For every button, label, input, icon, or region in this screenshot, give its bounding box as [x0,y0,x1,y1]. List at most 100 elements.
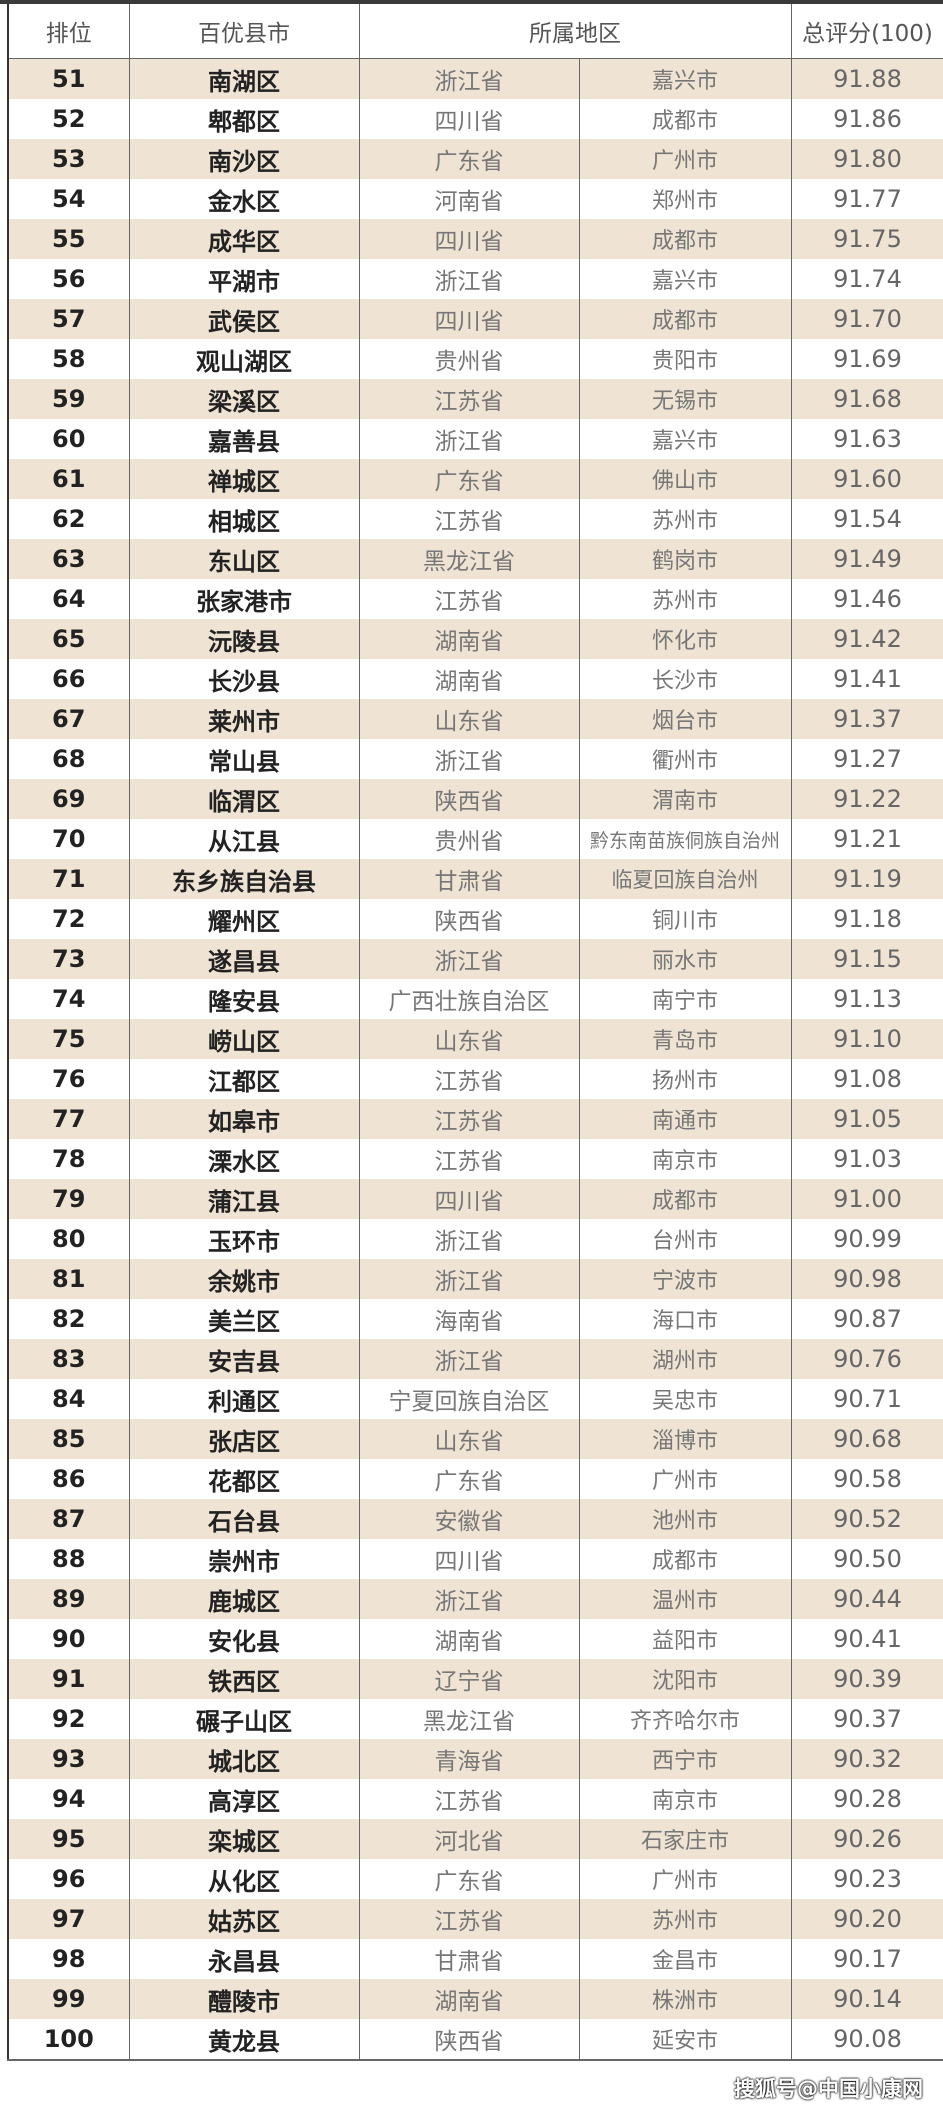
table-row: 99 醴陵市 湖南省 株洲市 90.14 [8,1979,943,2019]
table-row: 95 栾城区 河北省 石家庄市 90.26 [8,1819,943,1859]
table-row: 62 相城区 江苏省 苏州市 91.54 [8,499,943,539]
county-cell: 东乡族自治县 [129,859,360,899]
rank-cell: 72 [8,899,130,939]
rank-cell: 82 [8,1299,130,1339]
rank-cell: 98 [8,1939,130,1979]
county-cell: 武侯区 [129,299,360,339]
county-cell: 城北区 [129,1739,360,1779]
county-cell: 余姚市 [129,1259,360,1299]
city-cell: 苏州市 [579,1899,792,1939]
score-cell: 90.87 [791,1299,943,1339]
rank-cell: 55 [8,219,130,259]
score-cell: 90.20 [791,1899,943,1939]
table-row: 55 成华区 四川省 成都市 91.75 [8,219,943,259]
rank-cell: 76 [8,1059,130,1099]
county-cell: 观山湖区 [129,339,360,379]
score-cell: 90.99 [791,1219,943,1259]
table-row: 75 崂山区 山东省 青岛市 91.10 [8,1019,943,1059]
score-cell: 91.19 [791,859,943,899]
city-cell: 嘉兴市 [579,259,792,299]
rank-cell: 78 [8,1139,130,1179]
table-row: 87 石台县 安徽省 池州市 90.52 [8,1499,943,1539]
rank-cell: 84 [8,1379,130,1419]
rank-cell: 86 [8,1459,130,1499]
city-cell: 铜川市 [579,899,792,939]
score-cell: 91.18 [791,899,943,939]
score-cell: 91.60 [791,459,943,499]
score-cell: 91.68 [791,379,943,419]
county-cell: 南沙区 [129,139,360,179]
province-cell: 浙江省 [359,739,580,779]
city-cell: 金昌市 [579,1939,792,1979]
rank-cell: 73 [8,939,130,979]
rank-cell: 92 [8,1699,130,1739]
table-row: 98 永昌县 甘肃省 金昌市 90.17 [8,1939,943,1979]
province-cell: 海南省 [359,1299,580,1339]
city-cell: 湖州市 [579,1339,792,1379]
province-cell: 四川省 [359,99,580,139]
header-rank: 排位 [8,4,130,59]
province-cell: 广东省 [359,459,580,499]
county-cell: 溧水区 [129,1139,360,1179]
score-cell: 91.13 [791,979,943,1019]
score-cell: 91.00 [791,1179,943,1219]
city-cell: 益阳市 [579,1619,792,1659]
table-row: 80 玉环市 浙江省 台州市 90.99 [8,1219,943,1259]
rank-cell: 56 [8,259,130,299]
province-cell: 河北省 [359,1819,580,1859]
score-cell: 91.88 [791,58,943,99]
table-row: 58 观山湖区 贵州省 贵阳市 91.69 [8,339,943,379]
rank-cell: 87 [8,1499,130,1539]
rank-cell: 64 [8,579,130,619]
city-cell: 南京市 [579,1139,792,1179]
table-row: 85 张店区 山东省 淄博市 90.68 [8,1419,943,1459]
city-cell: 成都市 [579,299,792,339]
score-cell: 91.77 [791,179,943,219]
county-cell: 石台县 [129,1499,360,1539]
table-row: 83 安吉县 浙江省 湖州市 90.76 [8,1339,943,1379]
city-cell: 扬州市 [579,1059,792,1099]
rank-cell: 54 [8,179,130,219]
rank-cell: 77 [8,1099,130,1139]
county-cell: 永昌县 [129,1939,360,1979]
province-cell: 四川省 [359,1539,580,1579]
province-cell: 湖南省 [359,619,580,659]
rank-cell: 69 [8,779,130,819]
city-cell: 吴忠市 [579,1379,792,1419]
county-cell: 高淳区 [129,1779,360,1819]
city-cell: 广州市 [579,139,792,179]
table-row: 93 城北区 青海省 西宁市 90.32 [8,1739,943,1779]
province-cell: 江苏省 [359,1099,580,1139]
rank-cell: 89 [8,1579,130,1619]
city-cell: 株洲市 [579,1979,792,2019]
province-cell: 江苏省 [359,579,580,619]
city-cell: 广州市 [579,1459,792,1499]
score-cell: 91.46 [791,579,943,619]
county-cell: 崇州市 [129,1539,360,1579]
top-border [0,0,943,4]
city-cell: 佛山市 [579,459,792,499]
score-cell: 90.28 [791,1779,943,1819]
province-cell: 山东省 [359,1419,580,1459]
city-cell: 青岛市 [579,1019,792,1059]
rank-cell: 83 [8,1339,130,1379]
province-cell: 浙江省 [359,58,580,99]
table-row: 78 溧水区 江苏省 南京市 91.03 [8,1139,943,1179]
county-cell: 耀州区 [129,899,360,939]
score-cell: 91.41 [791,659,943,699]
rank-cell: 79 [8,1179,130,1219]
rank-cell: 80 [8,1219,130,1259]
county-cell: 金水区 [129,179,360,219]
rank-cell: 62 [8,499,130,539]
score-cell: 90.41 [791,1619,943,1659]
table-row: 61 禅城区 广东省 佛山市 91.60 [8,459,943,499]
province-cell: 广西壮族自治区 [359,979,580,1019]
table-row: 73 遂昌县 浙江省 丽水市 91.15 [8,939,943,979]
city-cell: 成都市 [579,99,792,139]
table-row: 64 张家港市 江苏省 苏州市 91.46 [8,579,943,619]
city-cell: 苏州市 [579,499,792,539]
province-cell: 陕西省 [359,779,580,819]
score-cell: 90.76 [791,1339,943,1379]
score-cell: 90.50 [791,1539,943,1579]
province-cell: 陕西省 [359,2019,580,2060]
